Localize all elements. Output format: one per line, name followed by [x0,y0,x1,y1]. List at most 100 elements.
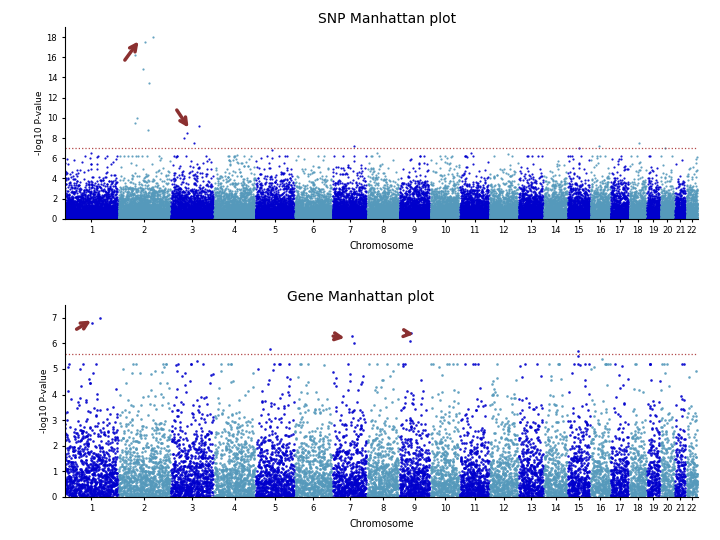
Point [423,207,434,216]
Point [266,214,278,222]
Point [235,213,247,221]
Point [168,481,180,489]
Point [659,483,670,491]
Point [284,194,295,202]
Point [297,199,309,207]
Point [324,213,336,221]
Point [648,207,660,215]
Point [318,205,329,214]
Point [627,210,639,219]
Point [151,209,163,218]
Point [556,199,567,207]
Point [358,481,369,490]
Point [513,183,525,191]
Point [64,205,76,213]
Point [561,200,572,208]
Point [431,212,442,221]
Point [516,206,527,215]
Point [604,209,616,218]
Point [675,195,687,204]
Point [337,194,348,203]
Point [76,210,88,218]
Point [132,211,143,219]
Point [582,199,593,208]
Point [184,213,195,221]
Point [253,214,264,223]
Point [97,483,109,491]
Point [526,197,537,206]
Point [487,213,499,221]
Point [353,474,364,483]
Point [428,214,439,222]
Point [621,201,632,210]
Point [676,186,688,195]
Point [277,181,289,190]
Point [290,193,302,202]
Point [359,207,370,216]
Point [336,202,347,211]
Point [96,210,108,219]
Point [437,205,449,214]
Point [370,461,382,470]
Point [479,214,490,222]
Point [376,185,387,193]
Point [670,209,682,218]
Point [611,184,623,193]
Point [318,190,329,199]
Point [271,213,282,222]
Point [629,491,641,500]
Point [433,201,445,210]
Point [111,214,122,222]
Point [174,210,186,219]
Point [138,199,150,207]
Point [595,214,606,222]
Point [192,177,203,185]
Point [577,434,589,443]
Point [71,212,83,221]
Point [215,204,227,213]
Point [688,206,699,215]
Point [433,489,444,497]
Point [93,199,104,207]
Point [426,200,437,208]
Point [482,198,493,207]
Point [648,210,660,219]
Point [92,206,104,215]
Point [94,207,105,215]
Point [650,475,662,483]
Point [289,205,301,213]
Point [543,204,554,213]
Point [184,196,196,205]
Point [477,212,489,220]
Point [691,184,703,193]
Point [444,209,455,218]
Point [656,471,667,480]
Point [403,441,415,449]
Point [457,209,469,218]
Point [518,491,529,500]
Point [248,199,259,207]
Point [143,475,155,483]
Point [651,213,662,222]
Point [482,213,494,221]
Point [633,198,644,206]
Point [202,206,213,215]
Point [180,179,192,187]
Point [567,203,579,212]
Point [329,213,341,221]
Point [441,214,452,223]
Point [338,208,349,217]
Point [493,212,505,220]
Point [61,213,73,221]
Point [665,213,677,222]
Point [540,208,552,217]
Point [386,214,397,223]
Point [374,211,385,220]
Point [253,214,264,222]
Point [513,200,525,208]
Point [462,474,474,483]
Point [384,200,396,209]
Point [642,198,653,207]
Point [342,211,354,219]
Point [405,481,417,489]
